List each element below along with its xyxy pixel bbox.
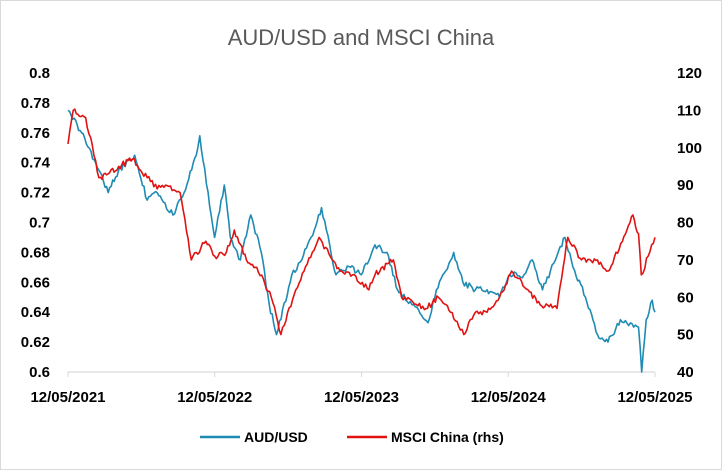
legend-label-aud-usd: AUD/USD — [244, 429, 308, 445]
legend-label-msci-china: MSCI China (rhs) — [391, 429, 504, 445]
left-tick-label: 0.7 — [29, 215, 50, 232]
left-axis-ticks: 0.6 0.62 0.64 0.66 0.68 0.7 0.72 0.74 0.76 0.78 0.… — [21, 65, 51, 381]
right-tick-label: 50 — [677, 327, 694, 344]
x-tick-label: 12/05/2023 — [324, 389, 399, 406]
left-tick-label: 0.68 — [21, 244, 50, 261]
left-tick-label: 0.64 — [21, 304, 51, 321]
right-tick-label: 60 — [677, 289, 694, 306]
left-tick-label: 0.72 — [21, 185, 50, 202]
left-tick-label: 0.62 — [21, 334, 50, 351]
left-tick-label: 0.78 — [21, 95, 50, 112]
x-axis-ticks: 12/05/2021 12/05/2022 12/05/2023 12/05/2024… — [30, 372, 693, 406]
legend: AUD/USD MSCI China (rhs) — [200, 429, 504, 445]
right-tick-label: 80 — [677, 215, 694, 232]
left-tick-label: 0.8 — [29, 65, 50, 82]
right-axis-ticks: 40 50 60 70 80 90 100 110 120 — [677, 65, 702, 381]
right-tick-label: 90 — [677, 177, 694, 194]
right-tick-label: 120 — [677, 65, 702, 82]
chart-title: AUD/USD and MSCI China — [228, 25, 495, 50]
left-tick-label: 0.74 — [21, 155, 51, 172]
series-lines — [67, 108, 656, 373]
right-tick-label: 100 — [677, 140, 702, 157]
x-tick-label: 12/05/2021 — [30, 389, 105, 406]
left-tick-label: 0.76 — [21, 125, 50, 142]
series-line-aud-usd — [67, 109, 656, 373]
right-tick-label: 110 — [677, 102, 701, 119]
right-tick-label: 70 — [677, 252, 694, 269]
x-tick-label: 12/05/2025 — [617, 389, 692, 406]
x-tick-label: 12/05/2022 — [177, 389, 252, 406]
left-tick-label: 0.6 — [29, 364, 50, 381]
left-tick-label: 0.66 — [21, 274, 50, 291]
series-line-msci-china-rhs — [67, 108, 656, 336]
x-tick-label: 12/05/2024 — [471, 389, 547, 406]
right-tick-label: 40 — [677, 364, 694, 381]
